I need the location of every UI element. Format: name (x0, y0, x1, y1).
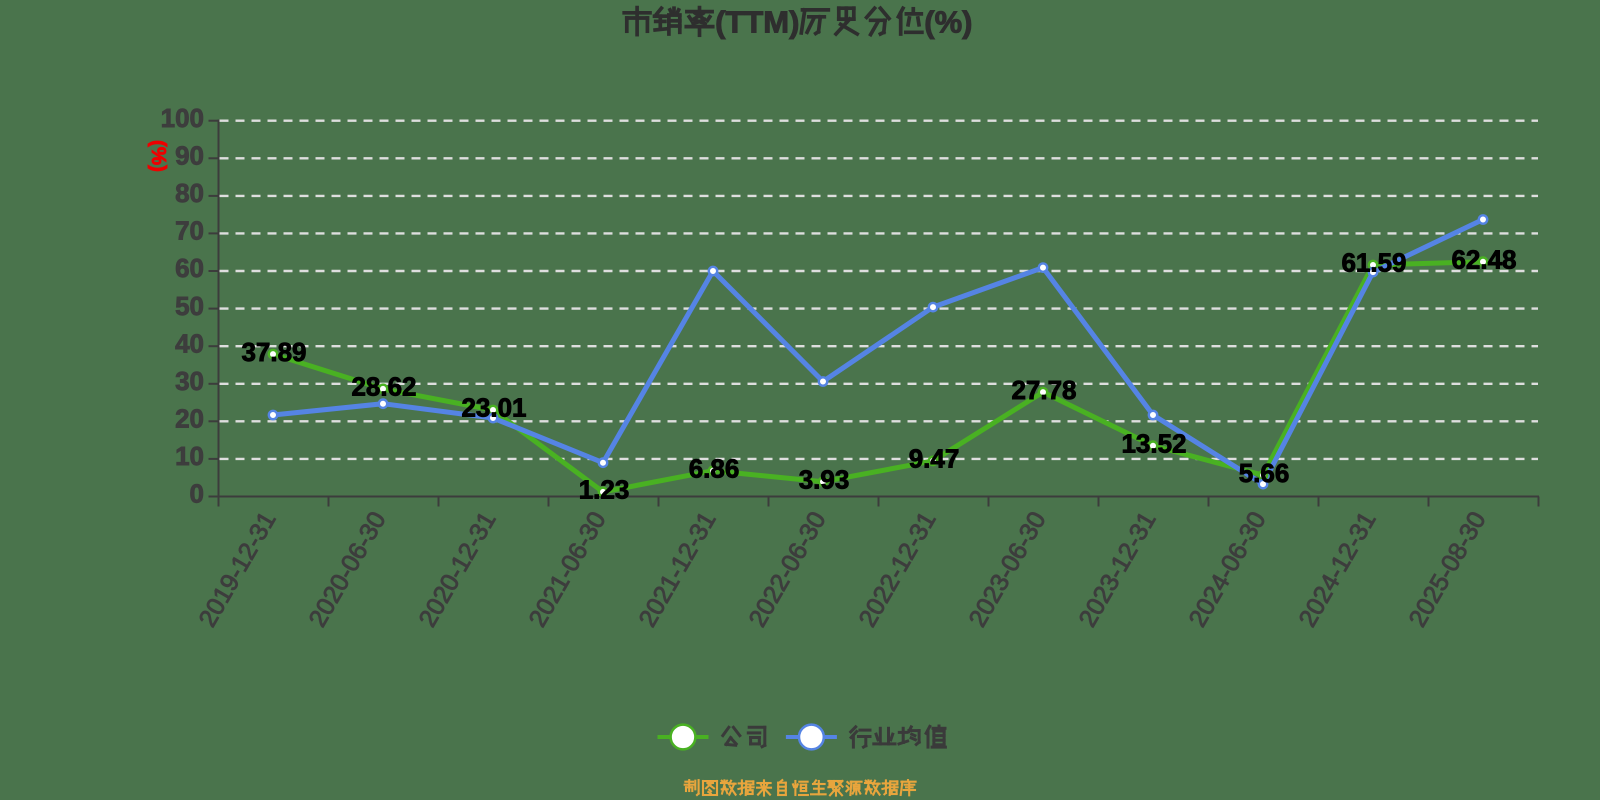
svg-text:61.59: 61.59 (1341, 248, 1406, 278)
svg-text:1.23: 1.23 (579, 475, 630, 505)
svg-text:90: 90 (175, 141, 204, 171)
svg-text:70: 70 (175, 216, 204, 246)
svg-text:0: 0 (190, 479, 204, 509)
svg-text:60: 60 (175, 253, 204, 283)
svg-text:(TTM): (TTM) (715, 5, 799, 40)
svg-text:20: 20 (175, 404, 204, 434)
svg-text:3.93: 3.93 (799, 464, 850, 494)
svg-text:27.78: 27.78 (1011, 375, 1076, 405)
svg-text:40: 40 (175, 328, 204, 358)
svg-text:30: 30 (175, 366, 204, 396)
svg-text:100: 100 (161, 103, 204, 133)
svg-text:13.52: 13.52 (1121, 428, 1186, 458)
svg-text:37.89: 37.89 (241, 337, 306, 367)
svg-text:50: 50 (175, 291, 204, 321)
svg-text:80: 80 (175, 178, 204, 208)
svg-text:(%): (%) (924, 5, 972, 40)
svg-text:10: 10 (175, 441, 204, 471)
svg-text:62.48: 62.48 (1451, 244, 1516, 274)
svg-text:5.66: 5.66 (1239, 458, 1290, 488)
svg-text:6.86: 6.86 (689, 453, 740, 483)
svg-text:23.01: 23.01 (461, 393, 526, 423)
svg-text:(%): (%) (147, 140, 170, 172)
svg-text:9.47: 9.47 (909, 444, 960, 474)
svg-text:28.62: 28.62 (351, 372, 416, 402)
